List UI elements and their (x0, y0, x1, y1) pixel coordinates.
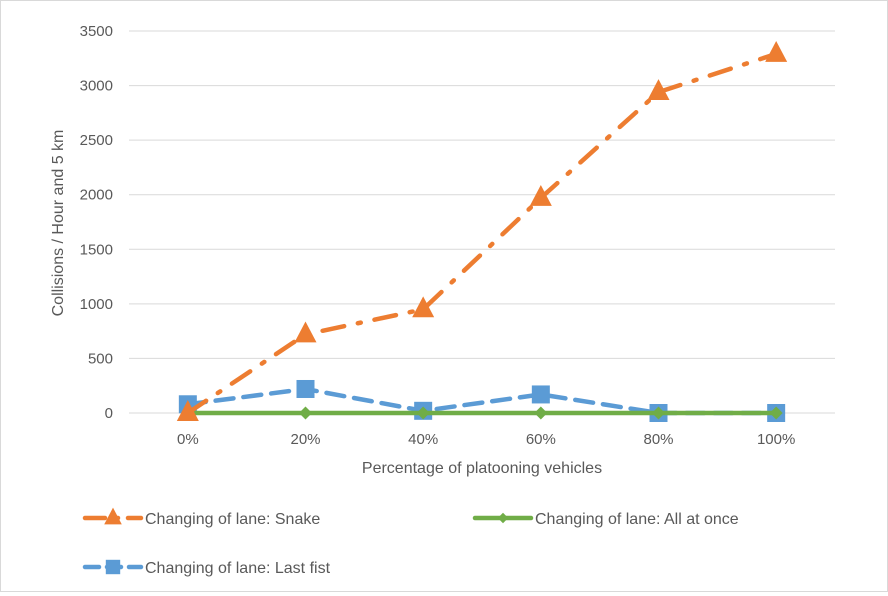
data-point (652, 406, 665, 420)
x-axis-title: Percentage of platooning vehicles (362, 460, 602, 477)
data-point (534, 406, 548, 420)
gridlines (129, 30, 835, 414)
x-tick-label: 0% (177, 431, 199, 448)
data-point (529, 185, 552, 206)
legend-label: Changing of lane: Last fist (145, 560, 331, 577)
data-point (531, 385, 550, 404)
x-tick-labels: 0% 20% 40% 60% 80% 100% (177, 431, 795, 448)
data-point (769, 406, 783, 420)
data-point (412, 296, 435, 318)
series-line (185, 51, 779, 416)
legend-item: Changing of lane: Snake (82, 507, 320, 528)
legend-marker (104, 507, 122, 525)
data-point (416, 406, 430, 420)
y-tick-label: 3000 (80, 78, 113, 95)
data-point (299, 406, 312, 420)
legend: Changing of lane: Snake Changing of lane:… (82, 507, 739, 577)
x-tick-label: 100% (757, 431, 795, 448)
x-tick-label: 20% (290, 431, 320, 448)
legend-label: Changing of lane: All at once (535, 511, 739, 528)
data-point (294, 321, 317, 343)
legend-marker (105, 559, 121, 575)
series-lines (176, 40, 788, 422)
y-tick-label: 1500 (80, 241, 113, 258)
x-tick-label: 40% (408, 431, 438, 448)
y-tick-label: 2500 (80, 132, 113, 149)
x-tick-label: 60% (526, 431, 556, 448)
legend-item: Changing of lane: Last fist (82, 559, 331, 577)
y-tick-label: 500 (88, 350, 113, 367)
y-tick-label: 3500 (80, 23, 113, 40)
series-triangle (176, 40, 788, 421)
y-tick-label: 1000 (80, 296, 113, 313)
data-point (296, 379, 315, 398)
legend-item: Changing of lane: All at once (472, 511, 739, 528)
series-line (185, 386, 779, 416)
series-diamond (181, 406, 783, 420)
legend-label: Changing of lane: Snake (145, 511, 320, 528)
data-point (647, 79, 670, 101)
data-point (765, 40, 788, 62)
data-point (176, 400, 199, 421)
y-tick-label: 2000 (80, 187, 113, 204)
legend-marker (497, 512, 509, 524)
y-tick-labels: 0 500 1000 1500 2000 2500 3000 3500 (80, 23, 113, 422)
y-tick-label: 0 (105, 405, 113, 422)
series-square (178, 379, 786, 422)
x-tick-label: 80% (643, 431, 673, 448)
y-axis-title: Collisions / Hour and 5 km (50, 130, 67, 317)
